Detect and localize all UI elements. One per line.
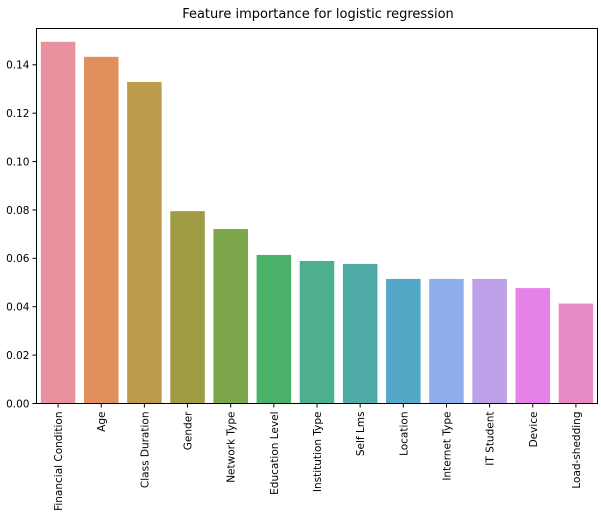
bar-location	[386, 278, 421, 404]
bar-internet-type	[429, 278, 464, 404]
y-tick-label: 0.12	[6, 108, 29, 120]
bar-financial-condition	[40, 41, 76, 404]
y-tick-label: 0.08	[6, 205, 29, 217]
y-tick-label: 0.14	[6, 60, 30, 72]
bars-layer	[40, 41, 594, 404]
x-tick-label: Network Type	[226, 412, 238, 483]
bar-it-student	[472, 278, 507, 404]
x-tick-label: Gender	[183, 411, 195, 450]
y-axis: 0.00 0.02 0.04 0.06 0.08 0.10 0.12 0.14	[6, 60, 37, 410]
bar-education-level	[256, 254, 292, 404]
x-tick-label: Internet Type	[441, 412, 453, 481]
x-tick-label: Class Duration	[139, 412, 151, 489]
x-tick-label: Education Level	[269, 412, 281, 495]
plot-frame	[36, 28, 598, 404]
chart-title: Feature importance for logistic regressi…	[182, 7, 454, 22]
y-tick-label: 0.02	[6, 350, 29, 362]
y-tick-label: 0.04	[6, 302, 30, 314]
x-tick-label: Age	[96, 412, 108, 432]
bar-age	[83, 56, 119, 404]
bar-load-shedding	[558, 303, 594, 404]
x-tick-label: Institution Type	[312, 412, 324, 493]
bar-gender	[170, 211, 205, 404]
y-tick-label: 0.06	[6, 253, 30, 265]
bar-network-type	[213, 229, 248, 404]
x-tick-label: Financial Condition	[53, 412, 65, 511]
bar-class-duration	[127, 81, 162, 404]
bar-institution-type	[299, 261, 335, 404]
x-tick-label: Device	[528, 412, 540, 448]
bar-device	[515, 288, 551, 404]
y-tick-label: 0.00	[6, 398, 29, 410]
x-tick-label: Self Lms	[355, 412, 367, 457]
x-tick-label: Location	[398, 412, 410, 456]
x-tick-label: Load-shedding	[571, 412, 583, 489]
y-tick-label: 0.10	[6, 156, 29, 168]
bar-self-lms	[342, 263, 378, 404]
x-tick-label: IT Student	[485, 411, 497, 465]
x-axis: Financial Condition Age Class Duration Gend…	[53, 403, 583, 511]
